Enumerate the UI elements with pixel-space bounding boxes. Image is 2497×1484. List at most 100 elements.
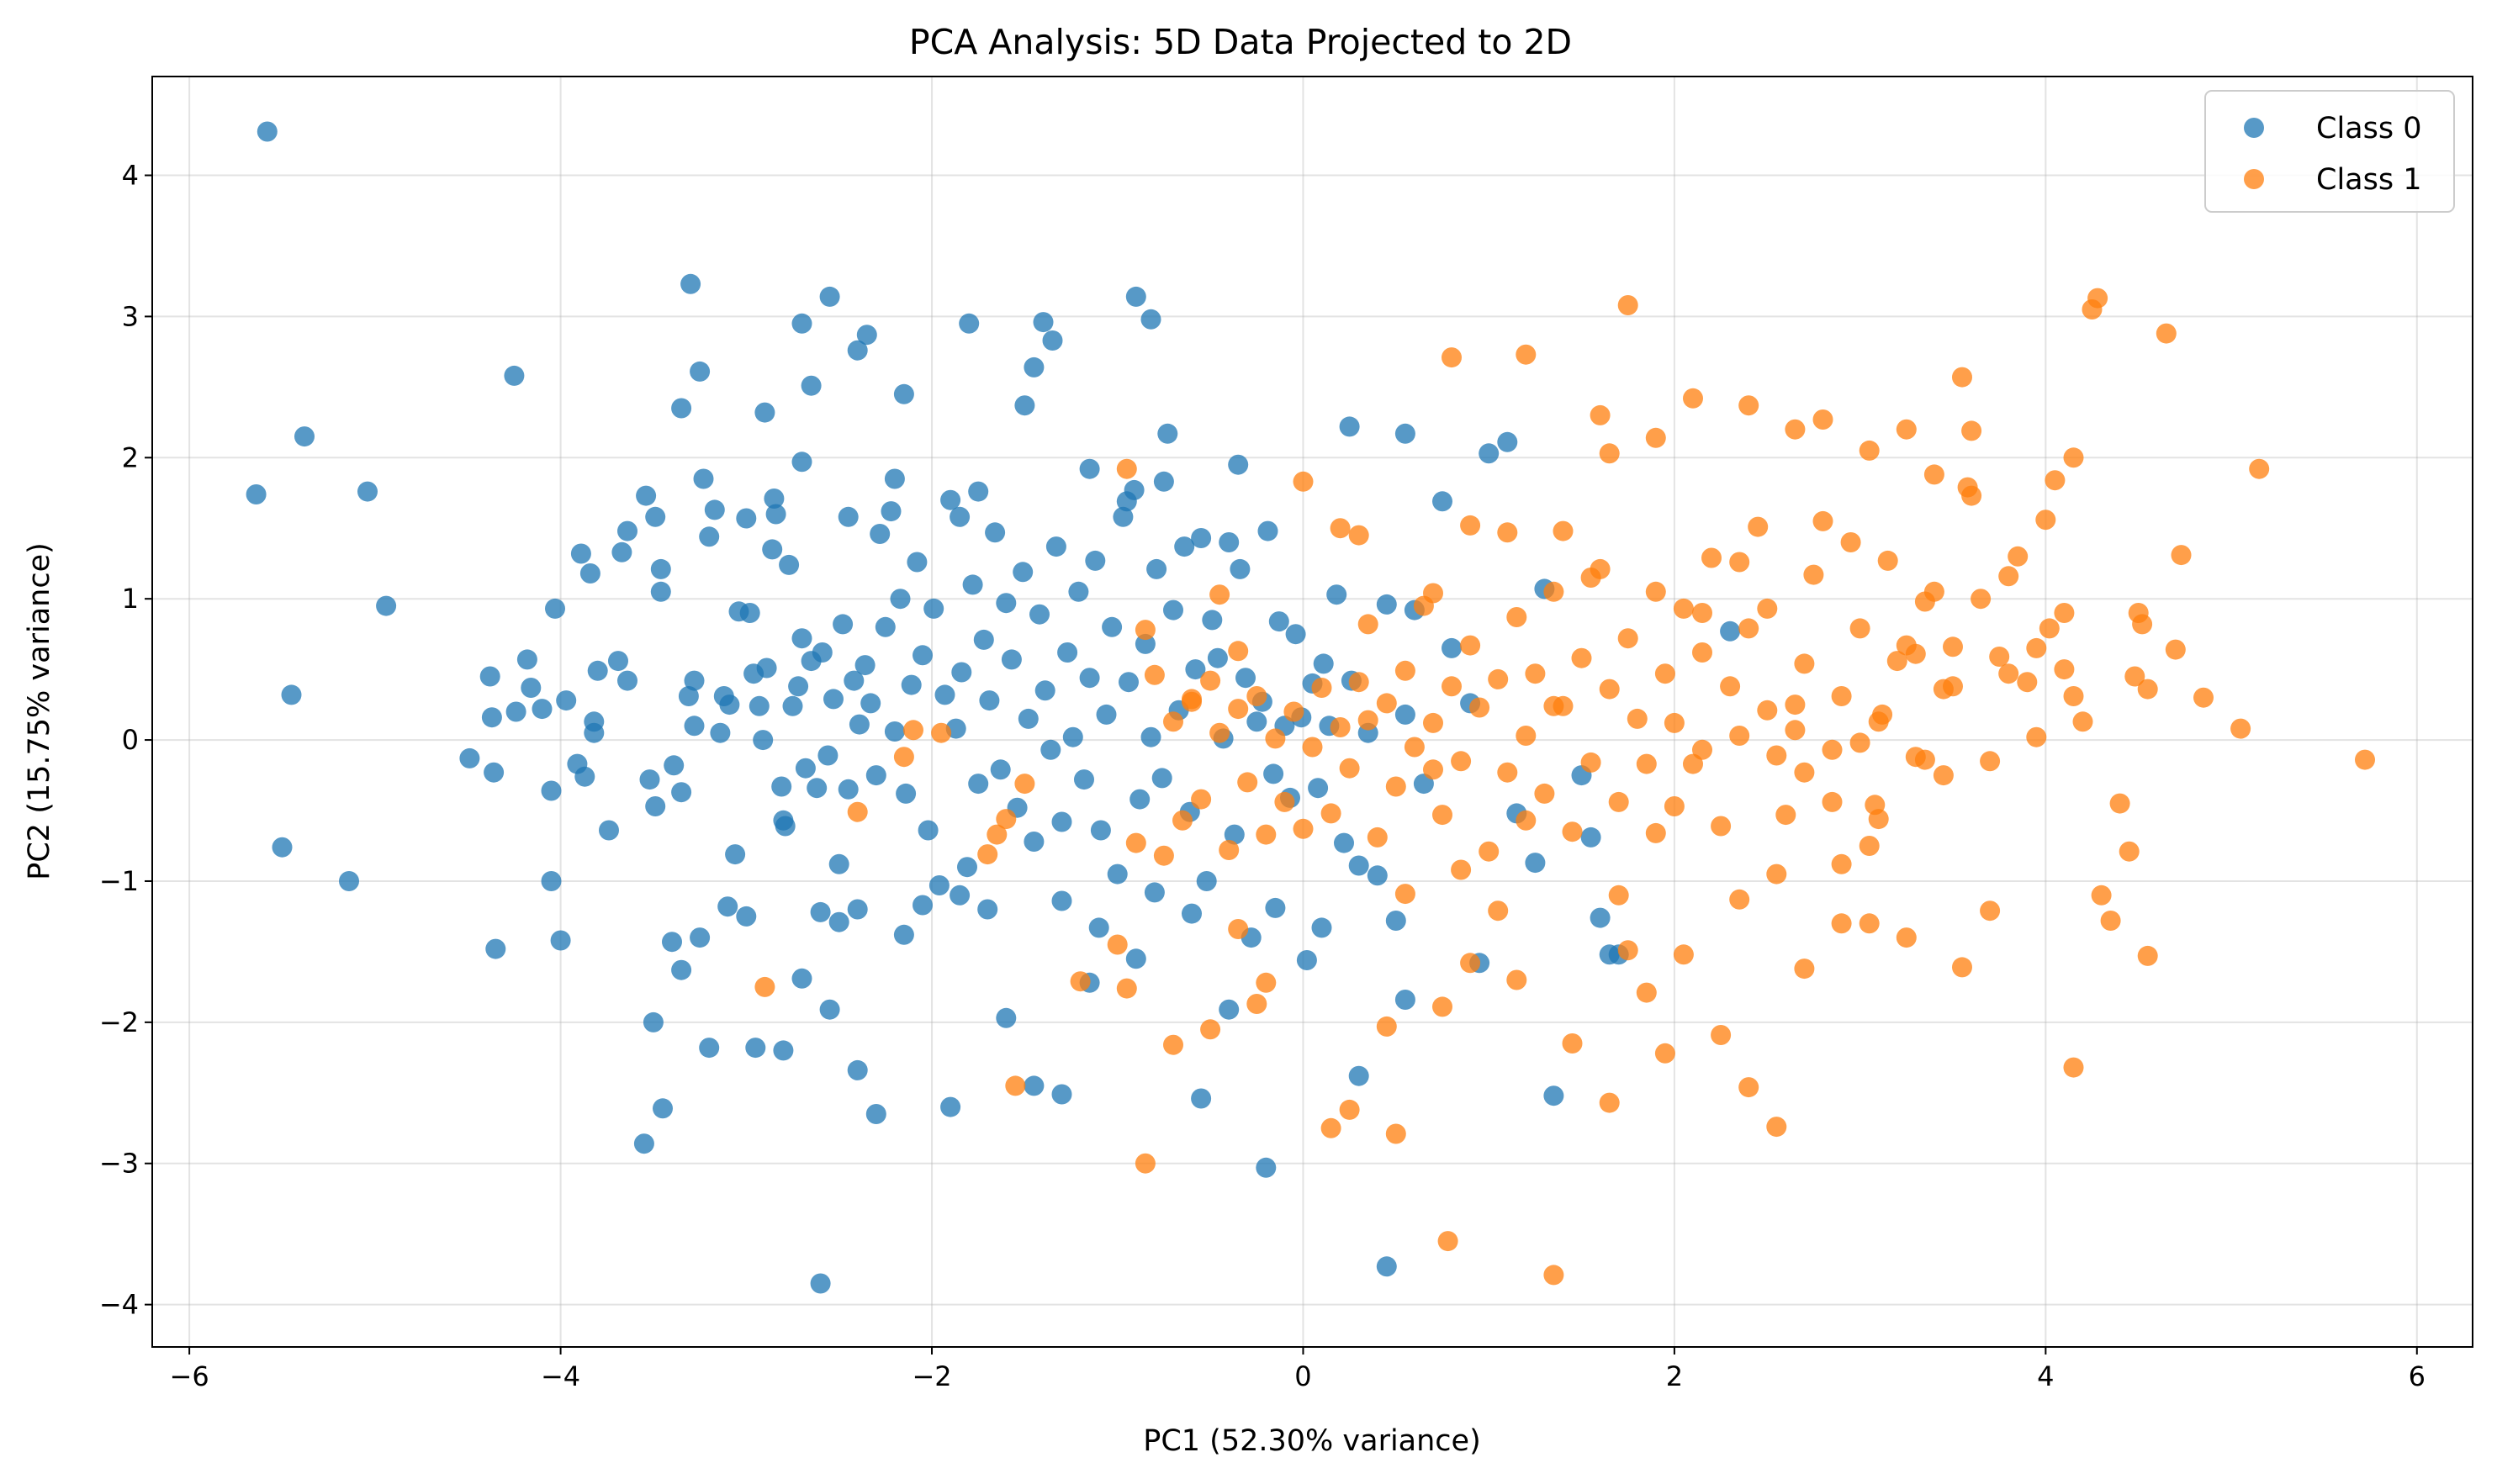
scatter-point-class-0 (1196, 871, 1217, 891)
scatter-point-class-1 (1785, 720, 1806, 741)
scatter-point-class-1 (1451, 859, 1472, 880)
scatter-point-class-1 (1599, 443, 1620, 464)
legend-label-class-1: Class 1 (2316, 163, 2421, 197)
scatter-point-class-0 (633, 1133, 654, 1154)
scatter-point-class-0 (611, 541, 632, 562)
scatter-point-class-0 (693, 468, 714, 489)
scatter-point-class-1 (1831, 686, 1852, 706)
scatter-point-class-1 (1738, 1077, 1759, 1098)
scatter-point-class-0 (773, 1040, 794, 1061)
scatter-point-class-0 (699, 526, 720, 547)
scatter-point-class-1 (1831, 913, 1852, 934)
scatter-point-class-1 (1376, 693, 1397, 714)
scatter-point-class-1 (1711, 1025, 1732, 1045)
scatter-point-class-1 (1367, 826, 1388, 848)
scatter-point-class-0 (1051, 811, 1072, 832)
y-tick-label: 4 (122, 160, 139, 192)
scatter-point-class-1 (2082, 299, 2103, 320)
scatter-point-class-1 (1293, 471, 1314, 492)
scatter-point-class-0 (485, 938, 506, 959)
scatter-point-class-1 (2165, 639, 2186, 660)
scatter-point-class-0 (1088, 917, 1109, 938)
scatter-point-class-1 (2230, 718, 2251, 739)
scatter-point-class-0 (1119, 672, 1139, 693)
scatter-point-class-0 (599, 820, 619, 841)
scatter-point-class-1 (1451, 751, 1472, 772)
scatter-point-class-0 (1051, 890, 1072, 911)
scatter-point-class-0 (459, 747, 480, 768)
scatter-point-class-0 (1497, 431, 1518, 452)
legend-marker-class-1 (2244, 169, 2264, 189)
scatter-point-class-0 (801, 375, 822, 396)
scatter-point-class-0 (847, 340, 868, 361)
scatter-point-class-1 (1794, 959, 1815, 980)
scatter-point-class-0 (810, 1273, 831, 1294)
scatter-point-class-1 (1200, 670, 1221, 691)
scatter-point-class-1 (1394, 884, 1415, 905)
scatter-point-class-0 (928, 875, 950, 895)
scatter-point-class-1 (1849, 732, 1870, 753)
scatter-point-class-0 (584, 711, 605, 732)
scatter-point-class-0 (865, 1104, 886, 1124)
scatter-point-class-0 (951, 662, 972, 683)
scatter-point-class-0 (950, 506, 971, 527)
scatter-point-class-1 (1562, 821, 1583, 842)
scatter-point-class-1 (1896, 927, 1917, 948)
scatter-point-class-0 (1174, 536, 1195, 557)
scatter-point-class-1 (1553, 520, 1574, 541)
scatter-point-class-0 (1029, 604, 1050, 625)
scatter-point-class-0 (587, 660, 608, 681)
scatter-point-class-1 (1627, 708, 1648, 729)
scatter-point-class-1 (1580, 568, 1601, 588)
y-tick-label: −4 (99, 1289, 139, 1321)
scatter-point-class-1 (1720, 676, 1741, 697)
scatter-point-class-1 (1432, 996, 1452, 1017)
scatter-point-class-0 (765, 504, 786, 525)
scatter-point-class-1 (1766, 863, 1787, 885)
scatter-point-class-0 (1543, 1085, 1564, 1106)
scatter-point-class-1 (2171, 545, 2192, 566)
scatter-point-class-0 (884, 468, 905, 489)
scatter-point-class-1 (754, 976, 775, 997)
scatter-point-class-0 (828, 853, 849, 874)
scatter-point-class-0 (1062, 726, 1083, 747)
scatter-point-class-1 (1330, 518, 1351, 539)
scatter-point-class-1 (1957, 477, 1978, 498)
scatter-point-class-1 (1729, 552, 1750, 573)
scatter-point-class-0 (1096, 704, 1117, 725)
scatter-point-class-0 (833, 614, 854, 635)
scatter-point-class-0 (1079, 668, 1100, 689)
scatter-point-class-1 (1516, 726, 1537, 746)
scatter-point-class-1 (1534, 783, 1555, 804)
scatter-point-class-1 (1385, 1123, 1406, 1144)
y-axis-label: PC2 (15.75% variance) (23, 542, 56, 880)
scatter-point-class-0 (684, 670, 705, 691)
scatter-point-class-0 (959, 313, 980, 334)
scatter-point-class-1 (1516, 344, 1537, 365)
scatter-point-class-0 (1024, 1075, 1045, 1096)
scatter-point-class-0 (1113, 506, 1134, 527)
scatter-point-class-0 (1442, 637, 1462, 658)
scatter-point-class-1 (1423, 583, 1443, 604)
scatter-point-class-1 (903, 720, 923, 741)
scatter-point-class-0 (725, 844, 746, 865)
scatter-point-class-1 (1488, 900, 1509, 922)
scatter-point-class-0 (636, 485, 657, 506)
scatter-point-class-1 (1394, 660, 1415, 681)
y-tick-label: 2 (122, 441, 139, 473)
scatter-point-class-0 (1432, 491, 1452, 512)
series-class-1 (754, 288, 2375, 1286)
scatter-point-class-1 (1757, 598, 1778, 619)
scatter-point-class-1 (1311, 678, 1332, 698)
scatter-point-class-0 (745, 1038, 766, 1059)
x-tick-label: 4 (2037, 1360, 2054, 1392)
legend-box (2204, 90, 2455, 213)
scatter-point-class-0 (1090, 820, 1111, 841)
axis-ticks: −6 −4 −2 0 2 4 6 −4 −3 −2 −1 0 1 2 3 4 (99, 160, 2426, 1392)
scatter-point-class-0 (1182, 903, 1202, 924)
scatter-point-class-0 (1135, 633, 1156, 654)
scatter-point-class-1 (2026, 726, 2047, 747)
scatter-point-class-0 (1311, 917, 1332, 938)
scatter-point-class-1 (1525, 663, 1546, 684)
scatter-point-class-1 (1803, 564, 1824, 585)
